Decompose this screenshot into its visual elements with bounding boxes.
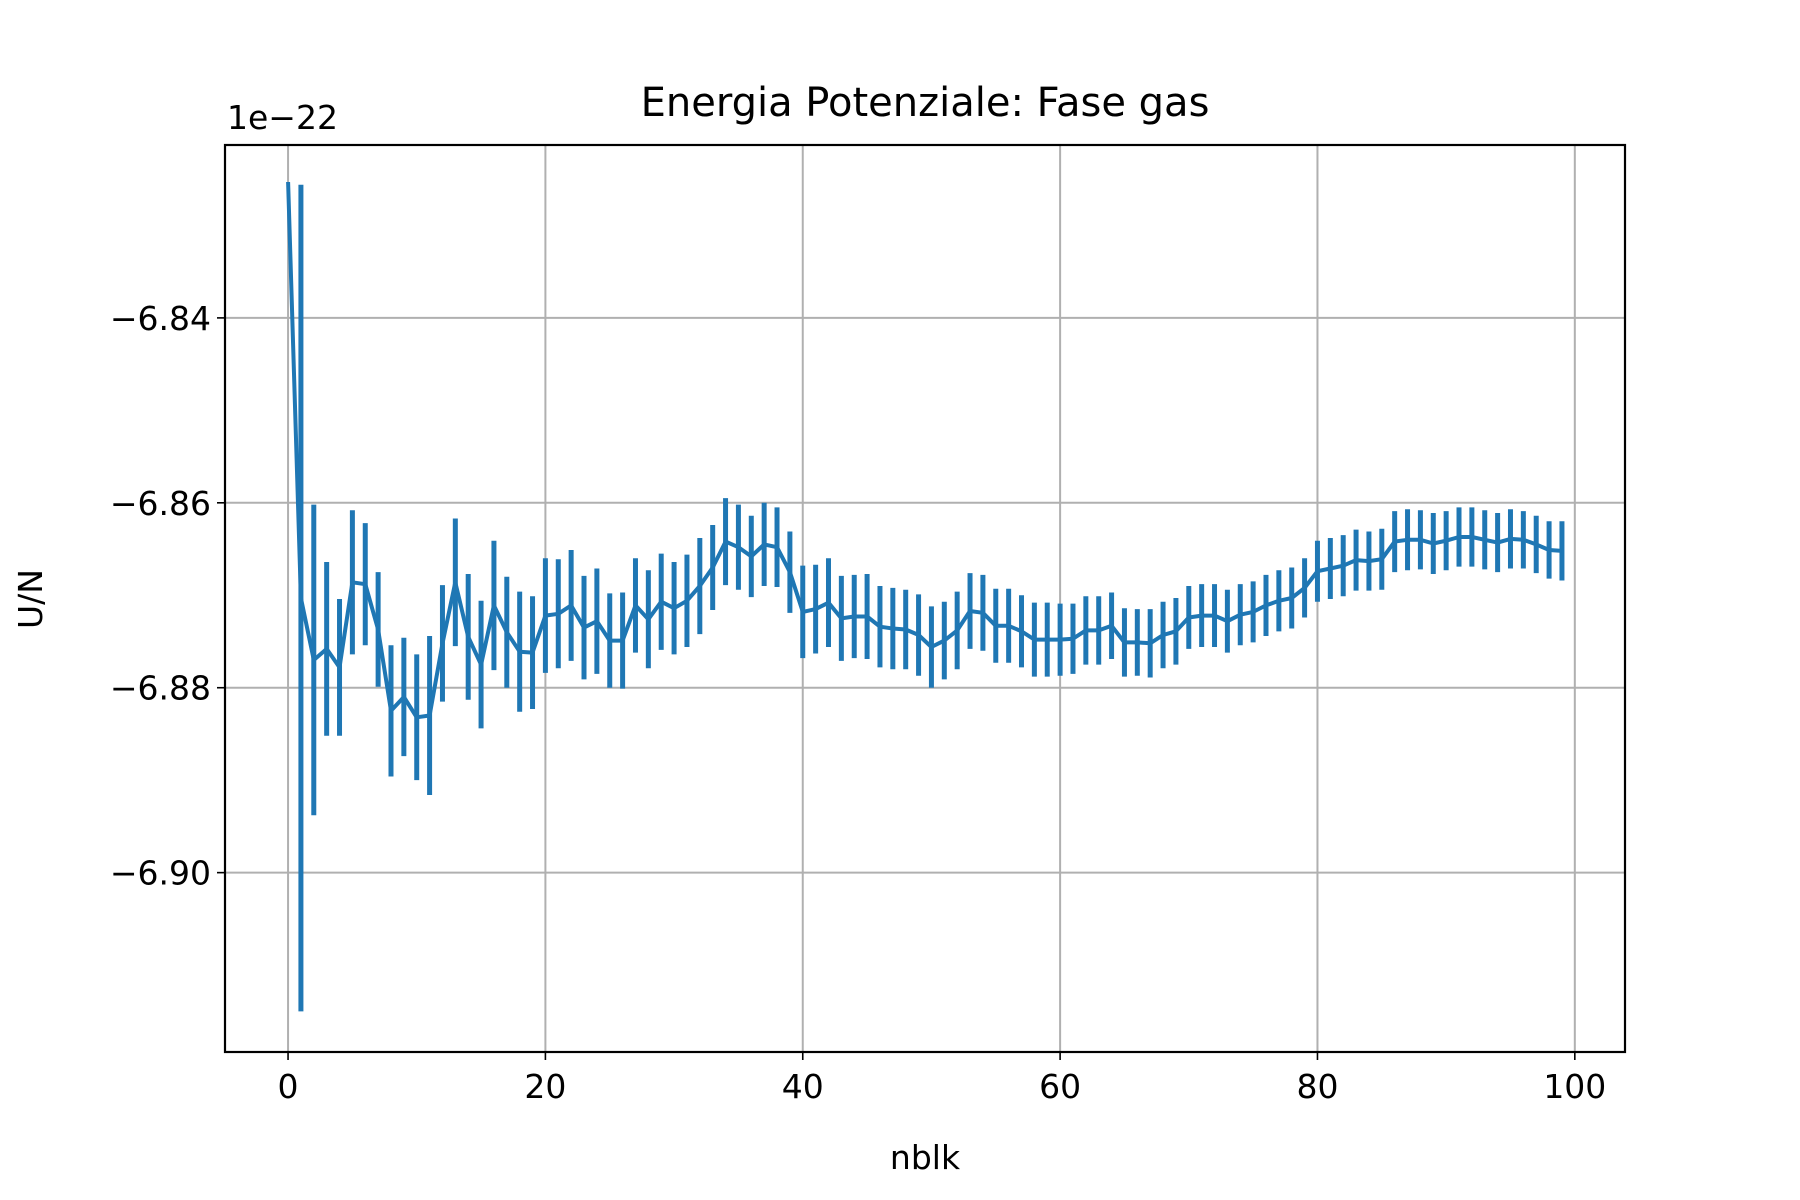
x-axis-label: nblk <box>890 1138 961 1177</box>
plot-area <box>286 181 1565 1012</box>
y-tick-label: −6.86 <box>110 484 211 523</box>
y-tick-label: −6.88 <box>110 669 211 708</box>
chart-title: Energia Potenziale: Fase gas <box>641 80 1210 126</box>
x-tick-label: 60 <box>1039 1067 1081 1106</box>
x-tick-label: 20 <box>524 1067 566 1106</box>
y-tick-label: −6.84 <box>110 299 211 338</box>
x-tick-label: 80 <box>1296 1067 1338 1106</box>
axes-frame <box>223 143 1627 1054</box>
y-offset-label: 1e−22 <box>227 98 338 137</box>
x-tick-label: 100 <box>1543 1067 1606 1106</box>
x-tick-label: 40 <box>782 1067 824 1106</box>
ticks: 0 20 40 60 80 100 −6.84 −6.86 −6.88 −6.90 <box>110 299 1606 1106</box>
x-tick-label: 0 <box>278 1067 299 1106</box>
y-axis-label: U/N <box>11 569 50 629</box>
y-tick-label: −6.90 <box>110 854 211 893</box>
series-line <box>286 181 1563 720</box>
